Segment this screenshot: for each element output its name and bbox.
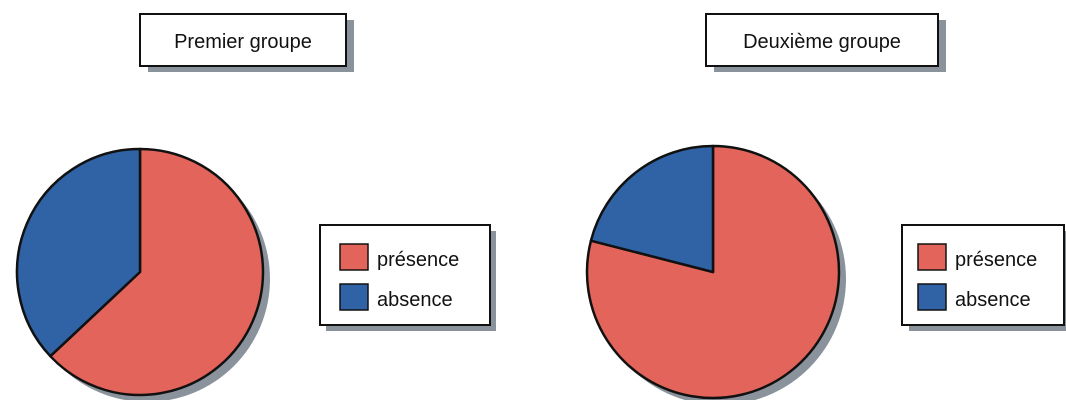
legend-swatch-presence	[917, 243, 947, 271]
legend-label-absence: absence	[377, 289, 453, 311]
pie-slice-absence	[589, 144, 715, 274]
legend-label-absence: absence	[955, 289, 1031, 311]
legend-swatch-absence	[339, 283, 369, 311]
chart-title: Premier groupe	[174, 31, 312, 53]
chart-deuxieme-groupe: Deuxième groupe présence absence	[585, 13, 1066, 400]
title-box-premier-groupe: Premier groupe	[139, 13, 354, 72]
legend-swatch-absence	[917, 283, 947, 311]
title-box-deuxieme-groupe: Deuxième groupe	[705, 13, 946, 72]
legend-deuxieme-groupe: présence absence	[901, 224, 1066, 331]
chart-title: Deuxième groupe	[743, 31, 901, 53]
legend-swatch-presence	[339, 243, 369, 271]
pie-premier-groupe	[15, 147, 270, 400]
legend-label-presence: présence	[377, 249, 459, 271]
pie-slice-presence	[49, 147, 265, 397]
pie-deuxieme-groupe	[585, 144, 846, 400]
legend-label-presence: présence	[955, 249, 1037, 271]
pie-slice-absence	[15, 147, 142, 358]
legend-premier-groupe: présence absence	[319, 224, 496, 331]
chart-premier-groupe: Premier groupe présence absence	[15, 13, 496, 400]
